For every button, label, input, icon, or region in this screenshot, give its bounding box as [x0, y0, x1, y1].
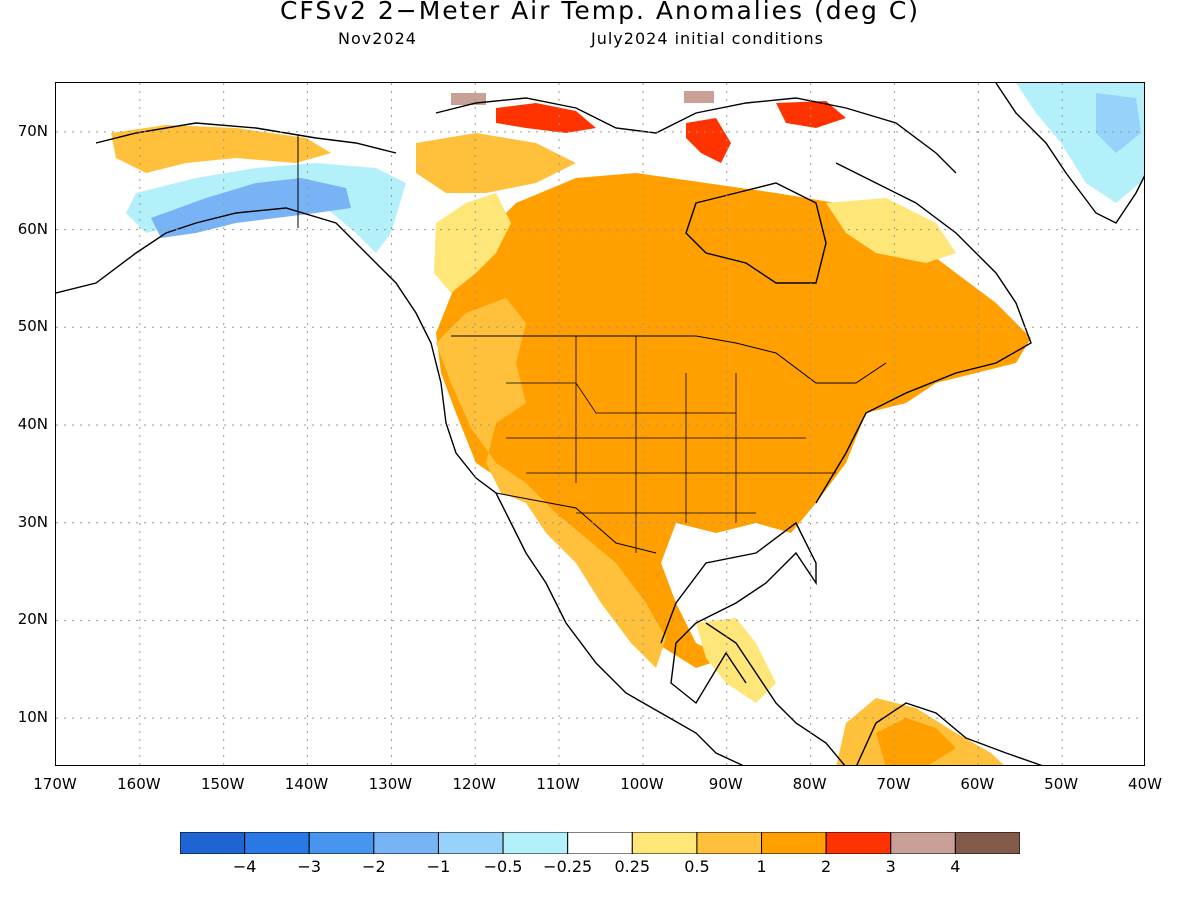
lat-label: 30N	[17, 512, 48, 531]
colorbar-bin	[890, 832, 956, 854]
colorbar-bin	[502, 832, 569, 854]
lon-label: 160W	[117, 775, 161, 793]
coastline-arctic-islands	[435, 97, 957, 174]
shade-region-arctic-red-3	[776, 101, 846, 128]
lon-label: 80W	[792, 775, 827, 793]
colorbar-bin	[954, 832, 1020, 854]
shade-region-arctic-brown-2	[684, 91, 714, 103]
initial-conditions: July2024 initial conditions	[591, 29, 824, 48]
colorbar-bin	[696, 832, 763, 854]
lon-label: 130W	[368, 775, 413, 793]
map-frame	[55, 82, 1145, 766]
colorbar-label: −0.5	[483, 857, 523, 876]
shade-region-canada-north	[416, 133, 576, 193]
shade-region-alaska-blue-light	[126, 163, 406, 253]
lon-label: 50W	[1044, 775, 1079, 793]
lat-label: 10N	[17, 708, 48, 727]
colorbar-label: 0.5	[684, 857, 710, 876]
anomaly-map	[56, 83, 1144, 765]
colorbar-bin	[180, 832, 246, 854]
colorbar-bin	[761, 832, 827, 854]
lat-label: 50N	[17, 317, 48, 336]
gridlines	[56, 83, 1144, 765]
colorbar-label: 4	[950, 857, 961, 876]
colorbar-bin	[244, 832, 310, 854]
colorbar-label: 3	[885, 857, 896, 876]
coastline-greenland	[995, 83, 1144, 224]
shade-region-arctic-red-1	[496, 103, 596, 133]
shade-region-alaska-north	[111, 125, 331, 173]
lat-label: 60N	[17, 219, 48, 238]
colorbar-bin	[437, 832, 504, 854]
shade-region-west	[436, 298, 666, 668]
coastlines	[56, 83, 1144, 765]
lon-label: 100W	[620, 775, 664, 793]
colorbar-label: −1	[426, 857, 451, 876]
lon-label: 170W	[33, 775, 77, 793]
coastline-atlantic	[815, 162, 1032, 504]
border-us-canada	[451, 335, 887, 384]
map-title: CFSv2 2−Meter Air Temp. Anomalies (deg C…	[279, 0, 921, 25]
shade-region-arctic-red-2	[686, 118, 731, 163]
colorbar-bin	[631, 832, 698, 854]
coastline-central-america	[705, 622, 846, 765]
shade-region-arctic-brown-1	[451, 93, 486, 105]
lon-label: 110W	[536, 775, 580, 793]
shade-region-south-america-orange	[876, 718, 956, 765]
anomaly-shading	[111, 83, 1144, 765]
lon-label: 140W	[284, 775, 329, 793]
colorbar-label: 0.25	[614, 857, 651, 876]
coastline-alaska-north	[95, 122, 397, 154]
valid-month: Nov2024	[338, 29, 417, 48]
coastline-north-america	[56, 207, 744, 765]
lat-label: 20N	[17, 610, 48, 629]
colorbar-bin	[373, 832, 439, 854]
colorbar-label: −3	[297, 857, 322, 876]
border-us-states	[506, 336, 836, 553]
lon-label: 40W	[1128, 775, 1162, 793]
lon-label: 90W	[708, 775, 743, 793]
political-borders	[297, 135, 887, 554]
colorbar	[180, 832, 1020, 854]
colorbar-bin	[567, 832, 633, 854]
colorbar-bin	[825, 832, 892, 854]
coastline-gulf	[660, 521, 817, 705]
colorbar-label: −2	[362, 857, 386, 876]
colorbar-label: 2	[821, 857, 832, 876]
shade-region-yellow-1	[434, 193, 511, 293]
coastline-hudson-bay	[685, 182, 827, 284]
colorbar-label: 1	[756, 857, 767, 876]
colorbar-label: −0.25	[543, 857, 593, 876]
lon-label: 60W	[960, 775, 995, 793]
lon-label: 150W	[200, 775, 245, 793]
shade-region-greenland-blue-dark	[1096, 93, 1141, 153]
lon-label: 70W	[876, 775, 911, 793]
coastline-south-america	[856, 702, 1043, 765]
lat-label: 40N	[17, 415, 48, 433]
colorbar-bin	[308, 832, 375, 854]
shade-region-alaska-blue	[151, 178, 351, 238]
colorbar-label: −4	[232, 857, 257, 876]
lat-label: 70N	[17, 121, 48, 140]
lon-label: 120W	[452, 775, 496, 793]
shade-region-yellow-3	[696, 618, 776, 703]
shade-region-yellow-2	[826, 198, 956, 263]
